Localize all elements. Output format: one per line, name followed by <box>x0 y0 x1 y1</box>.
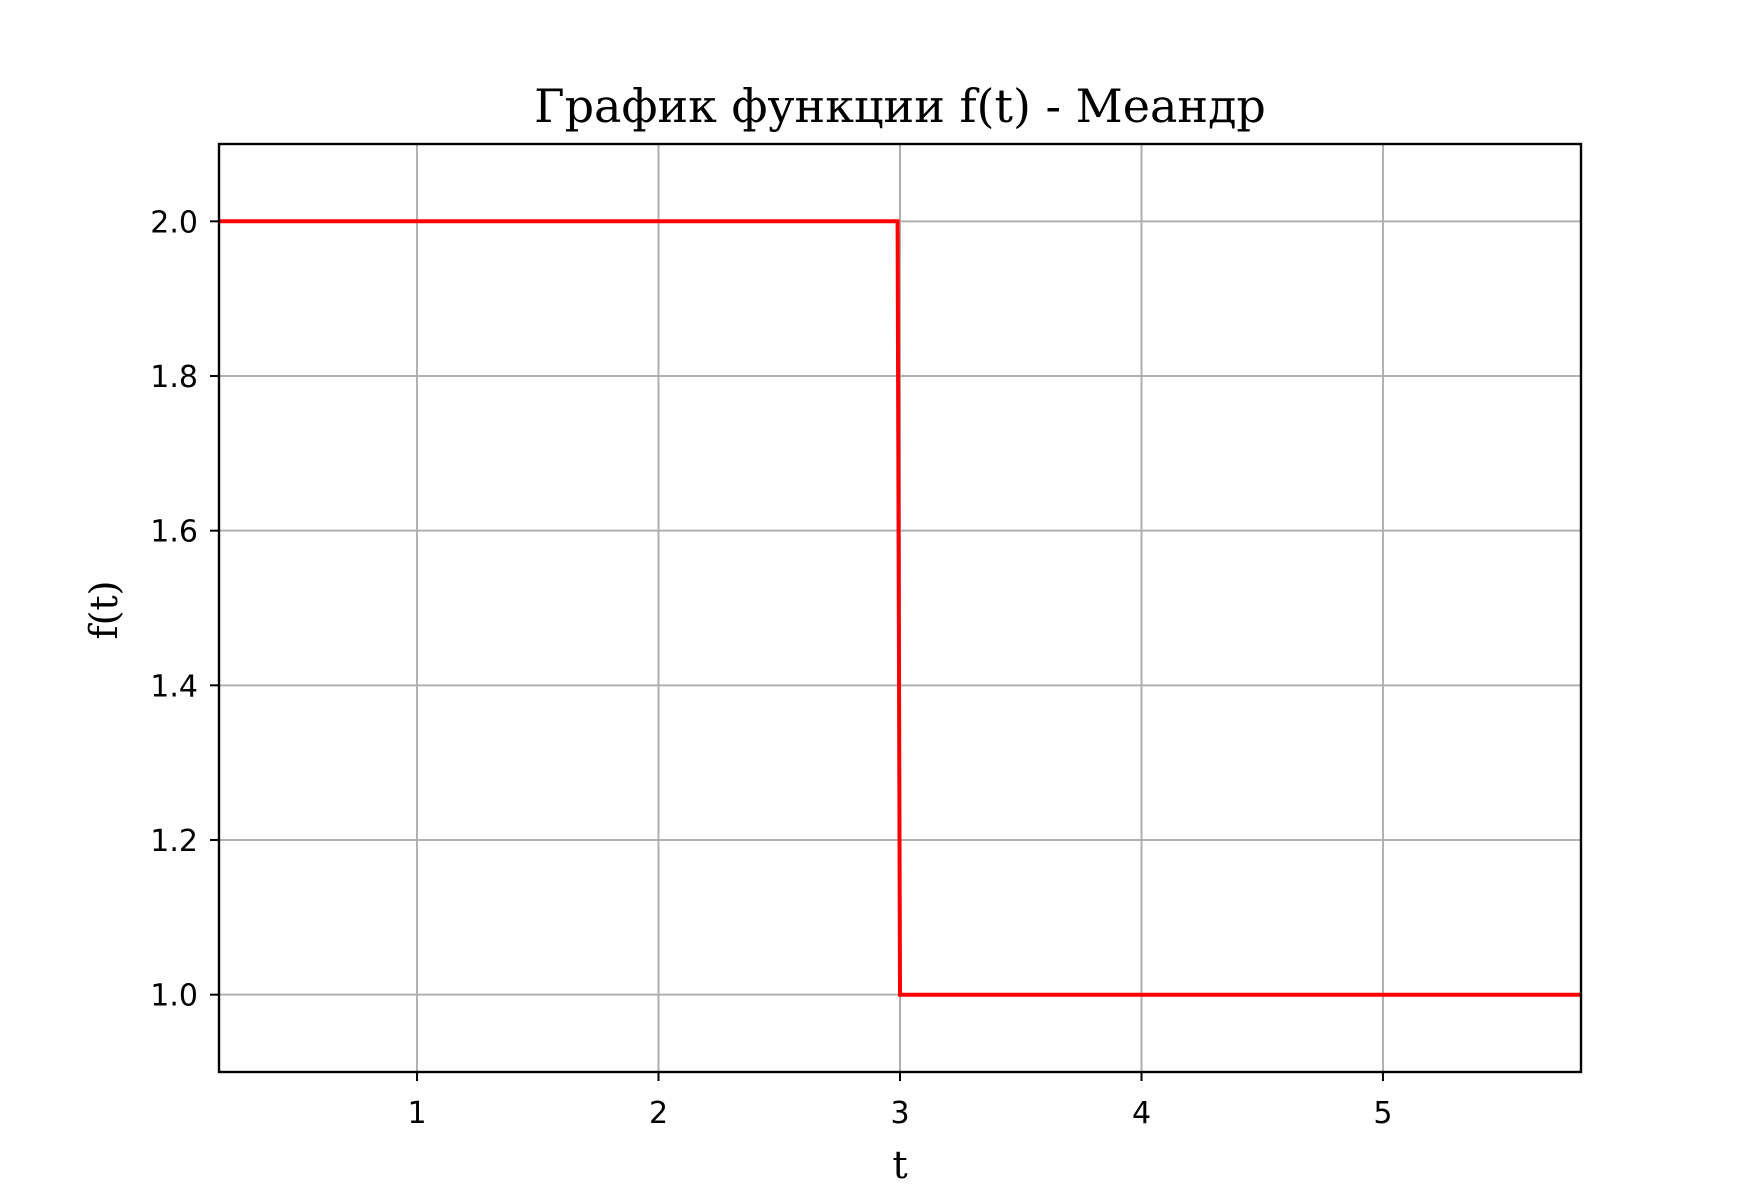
y-axis: 1.0 1.2 1.4 1.6 1.8 2.0 <box>150 205 219 1014</box>
x-tick-label: 1 <box>407 1096 426 1131</box>
y-tick-label: 1.0 <box>150 979 198 1014</box>
y-tick-label: 1.8 <box>150 360 198 395</box>
x-axis: 1 2 3 4 5 <box>407 1072 1393 1131</box>
x-tick-label: 3 <box>890 1096 909 1131</box>
y-tick-label: 1.4 <box>150 669 198 704</box>
x-tick-label: 2 <box>649 1096 668 1131</box>
series-line-0 <box>219 219 1581 997</box>
series-layer <box>219 219 1581 997</box>
x-tick-label: 5 <box>1373 1096 1392 1131</box>
y-tick-label: 1.2 <box>150 824 198 859</box>
y-tick-label: 2.0 <box>150 205 198 240</box>
x-tick-label: 4 <box>1132 1096 1151 1131</box>
y-axis-label: f(t) <box>82 581 126 640</box>
chart-title: График функции f(t) - Меандр <box>534 79 1266 133</box>
x-axis-label: t <box>892 1143 907 1187</box>
y-tick-label: 1.6 <box>150 515 198 550</box>
